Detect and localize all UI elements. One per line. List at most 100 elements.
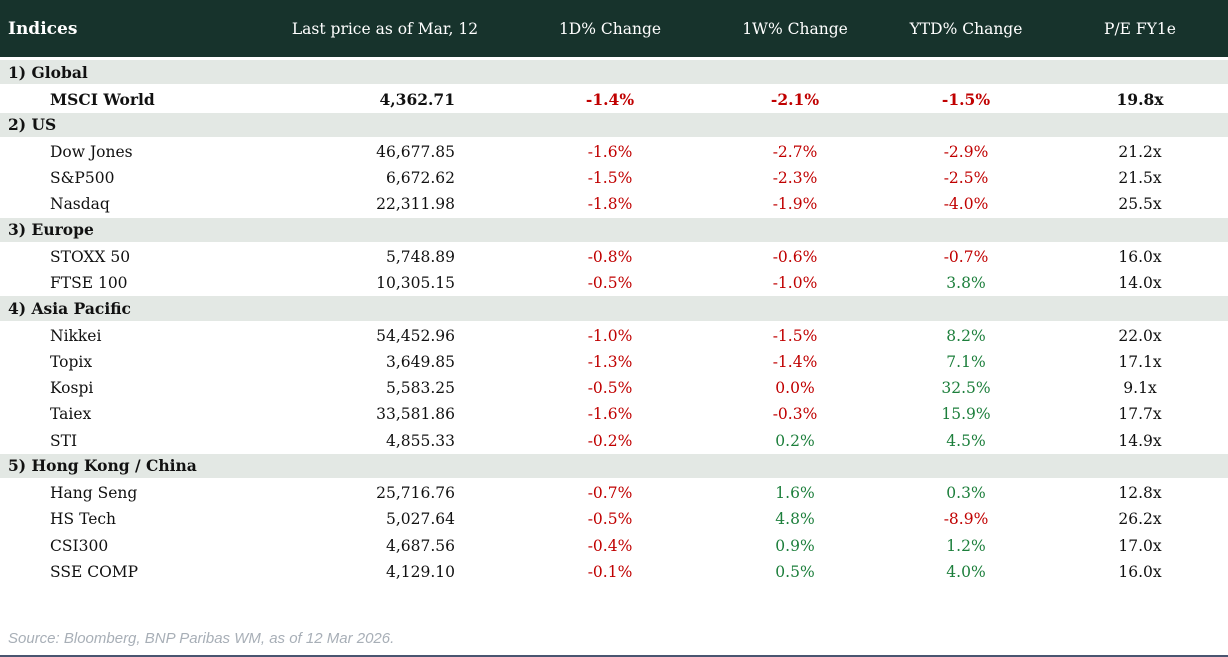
change-1w: 0.0% bbox=[775, 379, 815, 398]
last-price: 6,672.62 bbox=[385, 169, 455, 188]
change-1w: -2.1% bbox=[770, 89, 820, 109]
change-1d: -1.6% bbox=[587, 142, 633, 161]
last-price: 33,581.86 bbox=[376, 405, 455, 424]
index-row: FTSE 100 10,305.15 -0.5% -1.0% 3.8% 14.0x bbox=[0, 270, 1228, 297]
pe-fy1e: 22.0x bbox=[1118, 326, 1162, 345]
change-1d: -1.8% bbox=[587, 195, 633, 214]
section-row: 5) Hong Kong / China bbox=[0, 453, 1228, 480]
section-row: 4) Asia Pacific bbox=[0, 296, 1228, 323]
change-1d: -0.2% bbox=[587, 431, 633, 450]
source-note: Source: Bloomberg, BNP Paribas WM, as of… bbox=[8, 630, 395, 647]
pe-fy1e: 21.2x bbox=[1118, 142, 1162, 161]
change-1w: 0.2% bbox=[775, 431, 815, 450]
change-1w: -1.0% bbox=[772, 274, 818, 293]
last-price: 10,305.15 bbox=[376, 274, 455, 293]
change-1w: -0.3% bbox=[772, 405, 818, 424]
last-price: 5,583.25 bbox=[385, 379, 455, 398]
change-ytd: -0.7% bbox=[943, 247, 989, 266]
change-1w: -1.4% bbox=[772, 352, 818, 371]
pe-fy1e: 17.0x bbox=[1118, 536, 1162, 555]
change-1d: -1.0% bbox=[587, 326, 633, 345]
index-name: Dow Jones bbox=[50, 142, 133, 161]
index-name: Topix bbox=[50, 352, 93, 371]
table-header-row: Indices Last price as of Mar, 12 1D% Cha… bbox=[0, 0, 1228, 57]
index-row: Topix 3,649.85 -1.3% -1.4% 7.1% 17.1x bbox=[0, 348, 1228, 375]
index-row: MSCI World 4,362.71 -1.4% -2.1% -1.5% 19.8x bbox=[0, 86, 1228, 113]
index-row: SSE COMP 4,129.10 -0.1% 0.5% 4.0% 16.0x bbox=[0, 558, 1228, 585]
change-ytd: -8.9% bbox=[943, 510, 989, 529]
last-price: 54,452.96 bbox=[376, 326, 455, 345]
index-row: Nasdaq 22,311.98 -1.8% -1.9% -4.0% 25.5x bbox=[0, 191, 1228, 218]
column-header-last-price: Last price as of Mar, 12 bbox=[291, 19, 479, 38]
index-name: SSE COMP bbox=[50, 562, 139, 581]
change-ytd: 4.0% bbox=[946, 562, 986, 581]
change-1w: 0.5% bbox=[775, 562, 815, 581]
pe-fy1e: 17.1x bbox=[1118, 352, 1162, 371]
index-name: Kospi bbox=[50, 379, 94, 398]
change-ytd: 7.1% bbox=[946, 352, 986, 371]
section-label: 3) Europe bbox=[8, 220, 94, 240]
change-1d: -1.6% bbox=[587, 405, 633, 424]
column-header-1w-change: 1W% Change bbox=[742, 19, 848, 38]
column-header-pe-fy1e: P/E FY1e bbox=[1104, 19, 1176, 38]
section-row: 1) Global bbox=[0, 60, 1228, 87]
change-ytd: -2.5% bbox=[943, 169, 989, 188]
index-row: CSI300 4,687.56 -0.4% 0.9% 1.2% 17.0x bbox=[0, 532, 1228, 559]
last-price: 4,129.10 bbox=[385, 562, 455, 581]
index-name: FTSE 100 bbox=[50, 274, 128, 293]
index-name: S&P500 bbox=[50, 169, 115, 188]
change-1w: 0.9% bbox=[775, 536, 815, 555]
last-price: 4,362.71 bbox=[379, 89, 455, 109]
pe-fy1e: 16.0x bbox=[1118, 247, 1162, 266]
change-1w: -0.6% bbox=[772, 247, 818, 266]
change-ytd: 0.3% bbox=[946, 484, 986, 503]
pe-fy1e: 21.5x bbox=[1118, 169, 1162, 188]
change-ytd: 8.2% bbox=[946, 326, 986, 345]
pe-fy1e: 16.0x bbox=[1118, 562, 1162, 581]
table-body: 1) Global MSCI World 4,362.71 -1.4% -2.1% -1.… bbox=[0, 60, 1228, 585]
index-row: STOXX 50 5,748.89 -0.8% -0.6% -0.7% 16.0x bbox=[0, 243, 1228, 270]
last-price: 46,677.85 bbox=[376, 142, 455, 161]
index-name: STI bbox=[50, 431, 78, 450]
index-name: Nasdaq bbox=[50, 195, 110, 214]
section-label: 2) US bbox=[8, 115, 57, 135]
page-title: Indices bbox=[8, 18, 78, 39]
bottom-border bbox=[0, 655, 1228, 657]
last-price: 25,716.76 bbox=[376, 484, 455, 503]
change-1d: -0.5% bbox=[587, 510, 633, 529]
change-1d: -1.3% bbox=[587, 352, 633, 371]
change-1w: 1.6% bbox=[775, 484, 815, 503]
pe-fy1e: 19.8x bbox=[1116, 89, 1164, 109]
last-price: 4,687.56 bbox=[385, 536, 455, 555]
change-1d: -0.8% bbox=[587, 247, 633, 266]
change-ytd: 32.5% bbox=[941, 379, 991, 398]
change-ytd: 4.5% bbox=[946, 431, 986, 450]
change-1d: -0.7% bbox=[587, 484, 633, 503]
column-header-1d-change: 1D% Change bbox=[558, 19, 662, 38]
index-name: MSCI World bbox=[50, 89, 155, 109]
change-ytd: -2.9% bbox=[943, 142, 989, 161]
change-1d: -1.5% bbox=[587, 169, 633, 188]
index-row: Hang Seng 25,716.76 -0.7% 1.6% 0.3% 12.8x bbox=[0, 480, 1228, 507]
last-price: 5,748.89 bbox=[385, 247, 455, 266]
pe-fy1e: 17.7x bbox=[1118, 405, 1162, 424]
index-name: Nikkei bbox=[50, 326, 102, 345]
index-row: HS Tech 5,027.64 -0.5% 4.8% -8.9% 26.2x bbox=[0, 506, 1228, 533]
index-row: STI 4,855.33 -0.2% 0.2% 4.5% 14.9x bbox=[0, 427, 1228, 454]
change-ytd: -1.5% bbox=[941, 89, 991, 109]
last-price: 3,649.85 bbox=[385, 352, 455, 371]
change-1d: -1.4% bbox=[585, 89, 635, 109]
change-1d: -0.5% bbox=[587, 379, 633, 398]
index-row: Nikkei 54,452.96 -1.0% -1.5% 8.2% 22.0x bbox=[0, 322, 1228, 349]
pe-fy1e: 14.9x bbox=[1118, 431, 1162, 450]
last-price: 4,855.33 bbox=[385, 431, 455, 450]
index-name: Hang Seng bbox=[50, 484, 138, 503]
change-1d: -0.5% bbox=[587, 274, 633, 293]
pe-fy1e: 14.0x bbox=[1118, 274, 1162, 293]
last-price: 22,311.98 bbox=[376, 195, 455, 214]
change-ytd: 15.9% bbox=[941, 405, 991, 424]
pe-fy1e: 12.8x bbox=[1118, 484, 1162, 503]
index-row: S&P500 6,672.62 -1.5% -2.3% -2.5% 21.5x bbox=[0, 165, 1228, 192]
change-1w: -2.3% bbox=[772, 169, 818, 188]
pe-fy1e: 25.5x bbox=[1118, 195, 1162, 214]
